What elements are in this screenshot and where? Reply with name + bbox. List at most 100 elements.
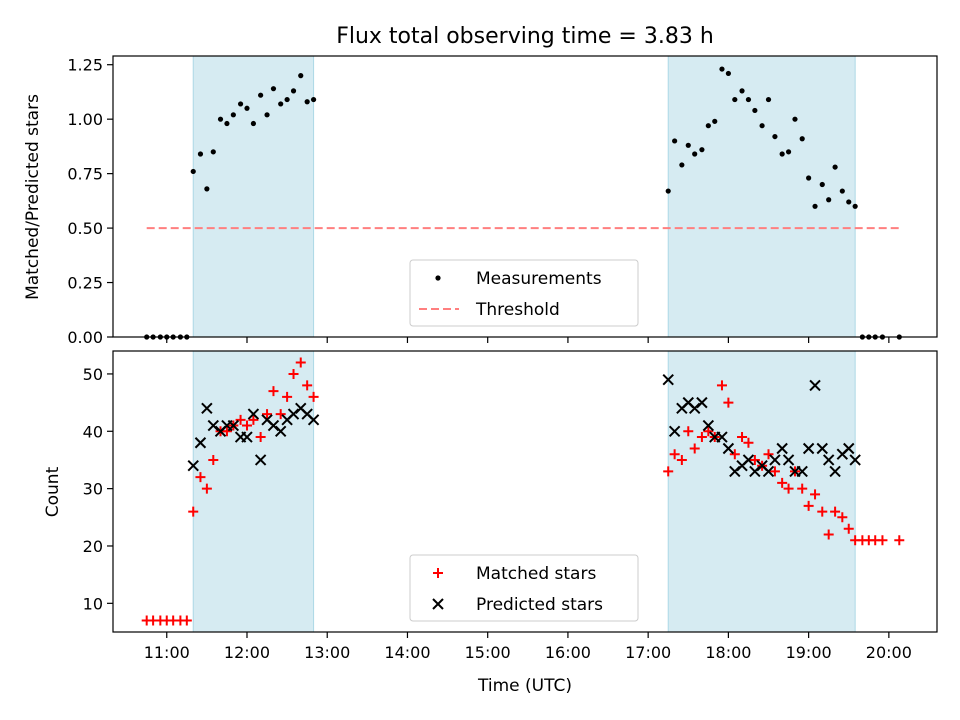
measurement-point [692,151,698,157]
x-tick-label: 19:00 [786,643,832,662]
matched-star-point [201,483,212,494]
measurement-point [204,186,210,192]
matched-star-point [703,426,714,437]
predicted-star-point [194,437,207,449]
matched-star-point [181,615,192,626]
top-panel-ratio: 0.00 0.25 0.50 0.75 1.00 1.25 Measurements Thre… [67,55,938,347]
x-tick-label: 12:00 [224,643,270,662]
matched-star-point [696,432,707,443]
top-shaded-interval-1 [667,55,856,338]
bottom-y-tick-label: 50 [83,365,103,384]
measurement-point [779,151,785,157]
predicted-star-point [696,396,708,409]
predicted-star-point [267,419,280,432]
bottom-y-axis-label: Count [43,466,63,517]
measurement-point [832,164,838,170]
measurement-point [806,175,812,181]
predicted-star-point [722,442,735,455]
matched-star-point [797,483,808,494]
top-legend-label: Threshold [475,300,560,320]
x-tick-label: 11:00 [144,643,190,662]
predicted-star-point [849,454,861,466]
predicted-star-point [207,419,219,432]
bottom-y-tick-label: 30 [83,480,103,499]
matched-star-point [830,506,841,517]
measurement-point [812,203,818,209]
matched-star-point [268,386,279,397]
matched-star-point [777,477,788,488]
measurement-point [665,188,671,194]
matched-star-point [769,466,780,477]
measurement-point [298,73,304,79]
matched-star-point [683,426,694,437]
x-tick-label: 18:00 [705,643,751,662]
matched-star-point [676,454,687,465]
predicted-star-point [809,379,821,392]
measurement-point [712,118,718,124]
matched-star-point [282,391,293,402]
measurement-point [230,112,236,118]
matched-star-point [843,523,854,534]
matched-star-point [669,449,680,460]
measurement-point [785,149,792,155]
x-tick-label: 13:00 [304,643,350,662]
matched-star-point [729,449,740,460]
predicted-star-point [822,454,835,466]
legend-measurement-marker [435,275,441,281]
measurement-point [250,120,257,127]
matched-star-point [716,380,727,391]
top-y-tick-label: 0.00 [67,328,103,347]
predicted-star-point [762,465,775,478]
bottom-series-1 [187,373,861,478]
top-y-tick-label: 0.25 [67,274,103,293]
measurement-point [852,203,858,209]
x-axis-label: Time (UTC) [477,676,572,696]
predicted-star-point [688,402,701,415]
measurement-point [765,96,772,103]
measurement-point [772,133,778,140]
matched-star-point [241,420,252,431]
measurement-point [190,168,196,175]
x-tick-label: 16:00 [545,643,591,662]
predicted-star-point [816,442,828,455]
predicted-star-point [776,442,788,455]
measurement-point [752,107,758,114]
matched-star-point [837,512,848,523]
measurement-point [217,116,224,122]
matched-star-point [302,380,313,391]
matched-star-point [262,409,273,420]
x-tick-label: 15:00 [465,643,511,662]
matched-star-point [195,472,206,483]
measurement-point [679,162,685,168]
bottom-y-tick-label: 40 [83,422,103,441]
bottom-panel-counts: 10 20 30 40 50 11:00 12:00 13:00 14:00 15:00 16:00… [83,350,938,662]
measurement-point [210,149,216,155]
matched-star-point [823,529,834,540]
measurement-point [278,101,284,107]
matched-star-point [288,368,299,379]
bottom-axes-frame [112,350,938,633]
matched-star-point [235,414,246,425]
measurement-point [270,86,277,92]
measurement-point [237,101,244,107]
top-legend: Measurements Threshold [409,259,639,327]
top-y-tick-label: 0.75 [67,165,103,184]
bottom-legend-box [409,554,639,622]
measurement-point [685,142,691,148]
measurement-point [290,88,297,94]
matched-star-point [877,535,888,546]
predicted-star-point [187,459,199,472]
predicted-star-point [749,465,761,478]
matched-star-point [275,409,286,420]
bottom-y-tick-label: 10 [83,594,103,613]
predicted-star-point [843,442,855,455]
matched-star-point [208,454,219,465]
measurement-point [846,199,852,205]
measurement-point [826,197,832,203]
measurement-point [792,116,798,122]
predicted-star-point [802,442,815,455]
bottom-legend-label: Predicted stars [476,595,603,615]
matched-star-point [737,432,748,443]
matched-star-point [188,506,199,517]
